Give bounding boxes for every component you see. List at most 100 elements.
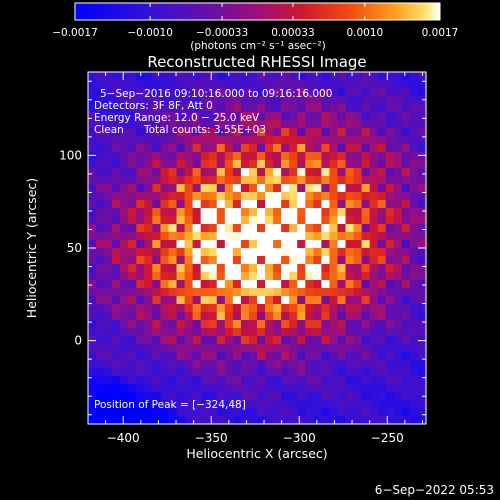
heatmap-cell — [409, 128, 419, 137]
heatmap-cell — [377, 336, 387, 345]
heatmap-cell — [224, 368, 234, 377]
heatmap-cell — [136, 96, 145, 105]
heatmap-cell — [305, 344, 314, 353]
heatmap-cell — [240, 400, 250, 409]
heatmap-cell — [281, 144, 290, 153]
heatmap-cell — [385, 352, 395, 361]
heatmap-cell — [385, 288, 395, 297]
heatmap-cell — [248, 232, 258, 241]
heatmap-cell — [240, 184, 250, 193]
heatmap-cell — [377, 128, 387, 137]
heatmap-cell — [385, 72, 395, 81]
heatmap-cell — [329, 176, 338, 185]
heatmap-cell — [88, 120, 97, 129]
heatmap-cell — [393, 152, 403, 161]
heatmap-cell — [257, 272, 266, 281]
heatmap-cell — [192, 200, 202, 209]
heatmap-cell — [104, 392, 113, 401]
heatmap-cell — [184, 264, 194, 273]
heatmap-cell — [128, 152, 137, 161]
heatmap-cell — [216, 384, 226, 393]
heatmap-cell — [232, 104, 242, 113]
heatmap-cell — [128, 360, 137, 369]
heatmap-cell — [289, 104, 298, 113]
heatmap-cell — [224, 272, 234, 281]
heatmap-cell — [385, 208, 395, 217]
heatmap-cell — [144, 416, 153, 425]
heatmap-cell — [144, 328, 153, 337]
heatmap-cell — [313, 200, 322, 209]
heatmap-cell — [257, 328, 266, 337]
heatmap-cell — [369, 336, 379, 345]
heatmap-cell — [112, 112, 121, 121]
heatmap-cell — [232, 320, 242, 329]
heatmap-cell — [144, 256, 153, 265]
heatmap-cell — [192, 368, 202, 377]
heatmap-cell — [248, 72, 258, 81]
heatmap-cell — [160, 136, 169, 145]
heatmap-cell — [273, 128, 282, 137]
heatmap-cell — [168, 72, 177, 81]
heatmap-cell — [329, 96, 338, 105]
heatmap-cell — [216, 280, 226, 289]
heatmap-cell — [240, 80, 250, 89]
heatmap-cell — [265, 88, 274, 97]
heatmap-cell — [417, 264, 427, 273]
heatmap-cell — [289, 288, 298, 297]
y-tick-label: 100 — [59, 148, 82, 162]
heatmap-cell — [216, 96, 226, 105]
heatmap-cell — [232, 296, 242, 305]
heatmap-cell — [208, 160, 218, 169]
heatmap-cell — [168, 136, 177, 145]
heatmap-cell — [136, 120, 145, 129]
heatmap-cell — [240, 112, 250, 121]
heatmap-cell — [240, 96, 250, 105]
heatmap-cell — [192, 112, 202, 121]
heatmap-cell — [168, 176, 177, 185]
heatmap-cell — [337, 72, 346, 81]
heatmap-cell — [345, 128, 354, 137]
heatmap-cell — [345, 240, 354, 249]
heatmap-cell — [265, 136, 274, 145]
heatmap-cell — [120, 320, 129, 329]
energy-range-label: Energy Range: 12.0 − 25.0 keV — [94, 112, 260, 124]
heatmap-cell — [289, 368, 298, 377]
heatmap-cell — [192, 344, 202, 353]
heatmap-cell — [265, 352, 274, 361]
heatmap-cell — [417, 216, 427, 225]
heatmap-cell — [393, 104, 403, 113]
heatmap-cell — [369, 344, 379, 353]
heatmap-cell — [369, 144, 379, 153]
heatmap-cell — [265, 120, 274, 129]
heatmap-cell — [152, 376, 161, 385]
heatmap-cell — [208, 240, 218, 249]
heatmap-cell — [176, 328, 185, 337]
heatmap-cell — [232, 144, 242, 153]
heatmap-cell — [248, 104, 258, 113]
heatmap-cell — [361, 272, 371, 281]
heatmap-cell — [224, 192, 234, 201]
heatmap-cell — [200, 272, 210, 281]
heatmap-cell — [329, 168, 338, 177]
heatmap-cell — [401, 264, 411, 273]
heatmap-cell — [160, 288, 169, 297]
heatmap-cell — [184, 168, 194, 177]
heatmap-cell — [393, 184, 403, 193]
heatmap-cell — [168, 368, 177, 377]
heatmap-cell — [176, 72, 185, 81]
heatmap-cell — [337, 200, 346, 209]
heatmap-cell — [281, 400, 290, 409]
heatmap-cell — [168, 408, 177, 417]
heatmap-cell — [273, 368, 282, 377]
heatmap-cell — [160, 312, 169, 321]
heatmap-cell — [120, 224, 129, 233]
heatmap-cell — [257, 408, 266, 417]
heatmap-cell — [289, 184, 298, 193]
heatmap-cell — [385, 376, 395, 385]
heatmap-cell — [273, 200, 282, 209]
heatmap-cell — [369, 368, 379, 377]
heatmap-cell — [192, 376, 202, 385]
heatmap-cell — [160, 168, 169, 177]
heatmap-cell — [377, 360, 387, 369]
heatmap-cell — [353, 264, 363, 273]
